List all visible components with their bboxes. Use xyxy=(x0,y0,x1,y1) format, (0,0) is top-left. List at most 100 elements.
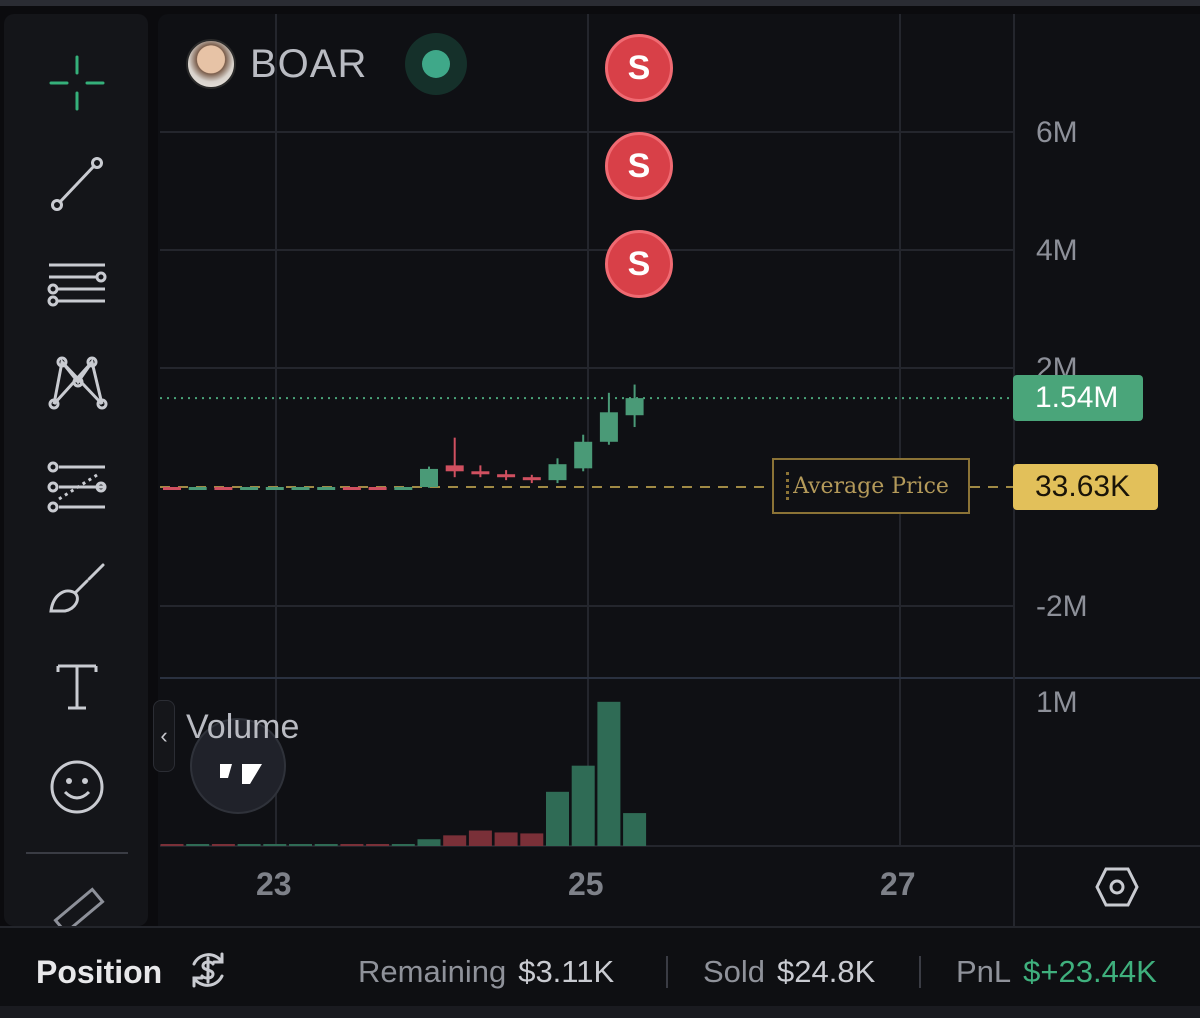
text-icon xyxy=(56,664,98,710)
candle-body xyxy=(574,441,593,469)
position-bar xyxy=(0,926,1200,1008)
drag-handle-icon[interactable] xyxy=(786,472,793,500)
volume-pane-title: Volume xyxy=(186,708,300,746)
y-axis-label: 6M xyxy=(1036,116,1078,149)
horizontal-lines-icon xyxy=(47,263,107,307)
volume-bar xyxy=(366,844,390,846)
candle-body xyxy=(548,464,567,481)
volume-bar xyxy=(160,844,184,846)
sell-marker[interactable]: S xyxy=(605,132,673,200)
volume-bar xyxy=(571,765,595,846)
symbol-name: BOAR xyxy=(250,41,368,86)
sold-label: Sold xyxy=(703,954,766,989)
candle-body xyxy=(214,487,233,490)
live-status-indicator[interactable] xyxy=(405,33,467,95)
pattern-icon xyxy=(48,356,108,410)
volume-bar xyxy=(443,835,467,846)
trend-line-icon xyxy=(51,157,103,211)
candle-body xyxy=(163,487,181,490)
pattern-tool-button[interactable] xyxy=(34,348,120,418)
volume-bar xyxy=(289,844,312,846)
y-axis-label: -2M xyxy=(1036,590,1088,623)
candle-body xyxy=(368,487,387,490)
emoji-tool-button[interactable] xyxy=(34,752,120,822)
candle-body xyxy=(265,487,284,490)
average-price-tag: 33.63K xyxy=(1013,464,1158,510)
toolbar-divider xyxy=(26,852,128,854)
candle-body xyxy=(599,412,618,442)
ruler-tool-button[interactable] xyxy=(34,876,120,926)
x-axis-label: 23 xyxy=(256,866,292,902)
volume-bar xyxy=(237,844,261,846)
remaining-value: $3.11K xyxy=(518,954,615,989)
volume-bar xyxy=(597,701,621,846)
pnl-stat: PnL $+23.44K xyxy=(956,954,1157,990)
volume-bar xyxy=(546,791,569,846)
volume-bar xyxy=(186,844,210,846)
price-chart[interactable] xyxy=(0,0,1200,926)
top-bar xyxy=(0,0,1200,6)
candle-body xyxy=(188,487,207,490)
volume-bar xyxy=(520,833,544,846)
currency-toggle-button[interactable] xyxy=(186,948,230,992)
stat-divider xyxy=(666,956,668,988)
token-avatar xyxy=(186,39,236,89)
candle-body xyxy=(471,471,490,475)
fib-tool-button[interactable] xyxy=(34,452,120,522)
volume-bar xyxy=(417,839,441,846)
candle-body xyxy=(420,468,438,488)
last-price-tag: 1.54M xyxy=(1013,375,1143,421)
volume-bar xyxy=(340,844,364,846)
volume-bar xyxy=(468,830,492,846)
volume-bar xyxy=(263,844,287,846)
status-dot-icon xyxy=(422,50,450,78)
text-tool-button[interactable] xyxy=(34,652,120,722)
watermark-logo xyxy=(190,718,286,814)
bottom-bar xyxy=(0,1006,1200,1018)
sold-stat: Sold $24.8K xyxy=(703,954,875,990)
x-axis-label: 27 xyxy=(880,866,916,902)
sell-marker[interactable]: S xyxy=(605,230,673,298)
ruler-icon xyxy=(53,887,105,926)
candle-body xyxy=(240,487,259,490)
remaining-label: Remaining xyxy=(358,954,507,989)
brush-tool-button[interactable] xyxy=(34,552,120,622)
chart-settings-button[interactable] xyxy=(1094,864,1140,910)
candle-body xyxy=(394,487,413,490)
position-title: Position xyxy=(36,954,163,990)
crosshair-icon xyxy=(49,55,105,111)
candle-body xyxy=(342,487,361,490)
volume-bar xyxy=(314,844,338,846)
candle-body xyxy=(291,487,310,490)
average-price-label-text: Average Price xyxy=(793,473,949,499)
horizontal-lines-tool-button[interactable] xyxy=(34,248,120,318)
y-axis-label: 4M xyxy=(1036,234,1078,267)
settings-hexagon-icon xyxy=(1095,867,1139,907)
x-axis-label: 25 xyxy=(568,866,604,902)
candle-body xyxy=(317,487,336,490)
volume-bar xyxy=(623,813,647,846)
volume-axis-label: 1M xyxy=(1036,686,1078,719)
drawing-toolbar xyxy=(4,14,148,926)
brush-icon xyxy=(49,563,105,613)
candle-body xyxy=(625,398,644,416)
smiley-icon xyxy=(50,760,104,814)
candle-body xyxy=(445,465,464,472)
average-price-label[interactable]: Average Price xyxy=(772,458,970,514)
volume-bar xyxy=(494,832,518,846)
crosshair-tool-button[interactable] xyxy=(34,48,120,118)
sold-value: $24.8K xyxy=(777,954,876,989)
dollar-swap-icon xyxy=(192,952,224,988)
stat-divider xyxy=(919,956,921,988)
fib-retracement-icon xyxy=(47,461,107,513)
pnl-label: PnL xyxy=(956,954,1012,989)
candle-body xyxy=(522,477,541,481)
collapse-volume-button[interactable]: ‹ xyxy=(153,700,175,772)
trend-line-tool-button[interactable] xyxy=(34,148,120,218)
chevron-left-icon: ‹ xyxy=(160,723,168,748)
candle-body xyxy=(497,474,516,478)
sell-marker[interactable]: S xyxy=(605,34,673,102)
remaining-stat: Remaining $3.11K xyxy=(358,954,614,990)
volume-bar xyxy=(391,844,415,846)
pnl-value: $+23.44K xyxy=(1023,954,1157,989)
